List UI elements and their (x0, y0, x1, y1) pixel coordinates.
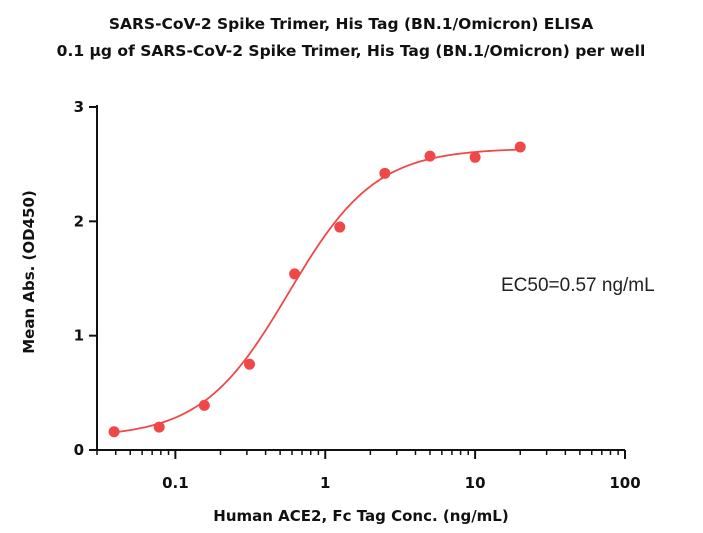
data-point (198, 399, 210, 411)
data-point (379, 167, 391, 179)
data-point (334, 221, 346, 233)
data-point (108, 426, 120, 438)
y-tick-label: 1 (74, 327, 84, 345)
x-tick-label: 100 (609, 474, 640, 492)
ec50-annotation: EC50=0.57 ng/mL (501, 275, 655, 296)
x-tick-label: 1 (320, 474, 330, 492)
data-point (514, 141, 526, 153)
axes (96, 105, 625, 451)
chart-subtitle: 0.1 μg of SARS-CoV-2 Spike Trimer, His T… (57, 42, 646, 60)
x-tick-label: 0.1 (162, 474, 189, 492)
chart-title: SARS-CoV-2 Spike Trimer, His Tag (BN.1/O… (109, 15, 593, 33)
data-point (424, 150, 436, 162)
x-ticks: 0.1 1 10 100 (96, 450, 641, 492)
data-point (469, 151, 481, 163)
x-tick-label: 10 (465, 474, 486, 492)
y-tick-label: 0 (74, 441, 84, 459)
y-ticks: 0 1 2 3 (74, 98, 97, 459)
fit-curve (113, 148, 521, 434)
y-tick-label: 2 (74, 212, 84, 230)
data-point (289, 268, 301, 280)
data-point (244, 358, 256, 370)
y-axis-label: Mean Abs. (OD450) (20, 190, 38, 354)
data-points (108, 141, 526, 438)
x-axis-label: Human ACE2, Fc Tag Conc. (ng/mL) (213, 507, 508, 525)
y-tick-label: 3 (74, 98, 84, 116)
data-point (153, 421, 165, 433)
